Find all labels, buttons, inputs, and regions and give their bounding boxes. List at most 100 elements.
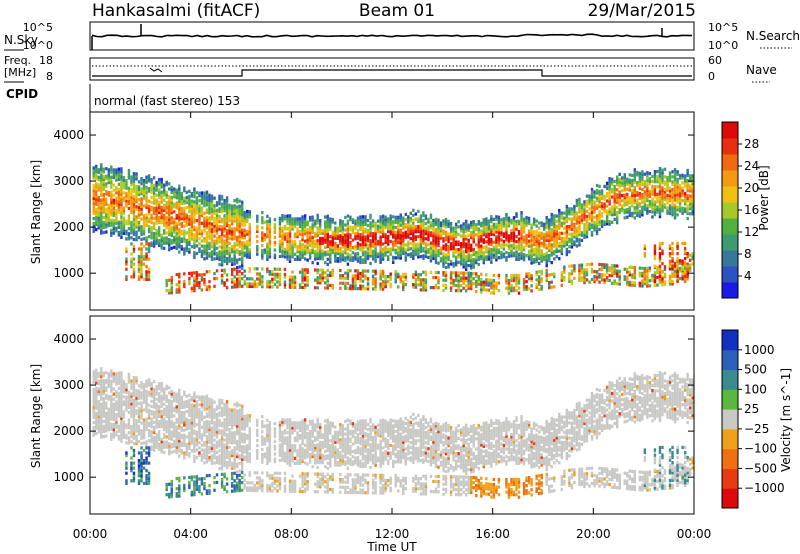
power-cell — [230, 257, 234, 261]
power-cell — [444, 217, 448, 222]
power-cell — [384, 282, 387, 286]
power-cell — [95, 190, 98, 194]
power-cell — [233, 219, 236, 223]
velocity-cell — [105, 386, 108, 390]
power-cell — [331, 217, 334, 222]
power-cell — [495, 255, 498, 259]
power-cell — [379, 222, 382, 227]
power-cell — [132, 217, 136, 221]
power-cell — [273, 282, 277, 287]
power-cell — [248, 240, 251, 244]
power-cell — [424, 270, 428, 274]
power-cell — [394, 220, 397, 225]
power-cell — [384, 279, 387, 284]
power-cell — [515, 227, 518, 231]
power-cell — [505, 250, 508, 255]
power-cell — [205, 203, 209, 207]
power-cell — [429, 254, 433, 258]
power-cell — [412, 256, 415, 261]
power-cell — [170, 216, 173, 220]
power-cell — [626, 182, 629, 186]
power-cell — [120, 217, 123, 222]
power-cell — [344, 276, 347, 280]
power-cell — [140, 242, 143, 246]
power-cell — [480, 254, 483, 258]
power-cell — [178, 197, 181, 201]
power-cell — [183, 224, 186, 228]
power-cell — [359, 260, 362, 265]
power-cell — [641, 271, 644, 275]
power-cell — [575, 213, 579, 218]
power-cell — [120, 177, 123, 181]
power-cell — [585, 230, 589, 234]
power-cell — [235, 282, 239, 286]
power-cell — [238, 224, 241, 229]
power-cell — [464, 279, 468, 283]
power-cell — [326, 222, 329, 226]
power-cell — [643, 251, 647, 256]
power-cell — [505, 225, 508, 229]
power-cell — [346, 269, 350, 273]
velocity-cell — [112, 417, 116, 422]
power-cell — [600, 207, 604, 211]
power-cell — [558, 219, 561, 223]
power-cell — [100, 170, 103, 174]
power-cell — [200, 278, 204, 282]
power-cell — [555, 255, 558, 259]
power-cell — [688, 268, 692, 272]
velocity-cell — [100, 382, 103, 386]
power-cell — [349, 233, 352, 237]
power-cell — [140, 197, 143, 201]
freq-unit-label: [MHz] — [4, 66, 36, 79]
power-cell — [344, 236, 347, 240]
power-cell — [641, 284, 644, 288]
power-cell — [200, 244, 204, 248]
power-cell — [578, 240, 581, 244]
power-cell — [324, 222, 327, 227]
power-cell — [402, 236, 405, 240]
power-cell — [256, 234, 259, 239]
power-cell — [402, 241, 405, 246]
power-cell — [346, 262, 350, 266]
power-cell — [525, 272, 528, 276]
power-cell — [545, 278, 548, 283]
power-cell — [120, 197, 123, 201]
date-title: 29/Mar/2015 — [588, 1, 696, 21]
power-cell — [678, 194, 682, 198]
power-cell — [329, 257, 332, 262]
power-cell — [570, 225, 574, 229]
power-cell — [354, 276, 357, 281]
power-cell — [283, 232, 287, 236]
power-cell — [110, 200, 113, 205]
nsky-panel: 10^5 10^0 N.Sky 10^5 10^0 N.Search — [4, 21, 800, 52]
power-cell — [140, 247, 143, 251]
power-cell — [381, 274, 385, 279]
power-cell — [631, 181, 634, 185]
power-cell — [147, 235, 151, 239]
power-cell — [628, 283, 631, 287]
power-cell — [115, 208, 118, 213]
power-cell — [447, 245, 450, 249]
power-cell — [273, 267, 277, 271]
power-cell — [490, 215, 493, 219]
power-cell — [535, 219, 538, 223]
power-cell — [573, 212, 576, 216]
power-cell — [439, 226, 443, 230]
power-cell — [354, 252, 357, 256]
power-cell — [517, 252, 521, 256]
power-cell — [303, 216, 307, 221]
power-cell — [507, 236, 511, 241]
power-cell — [369, 231, 372, 235]
power-cell — [507, 234, 511, 238]
power-cell — [331, 235, 334, 239]
power-cell — [218, 207, 221, 211]
power-cell — [553, 224, 556, 228]
power-cell — [575, 244, 579, 248]
velocity-cell — [95, 396, 98, 400]
power-cell — [646, 173, 649, 177]
velocity-cell — [105, 396, 108, 400]
power-cell — [467, 226, 470, 230]
power-cell — [266, 224, 269, 229]
power-cell — [429, 256, 433, 260]
power-cell — [356, 216, 360, 220]
